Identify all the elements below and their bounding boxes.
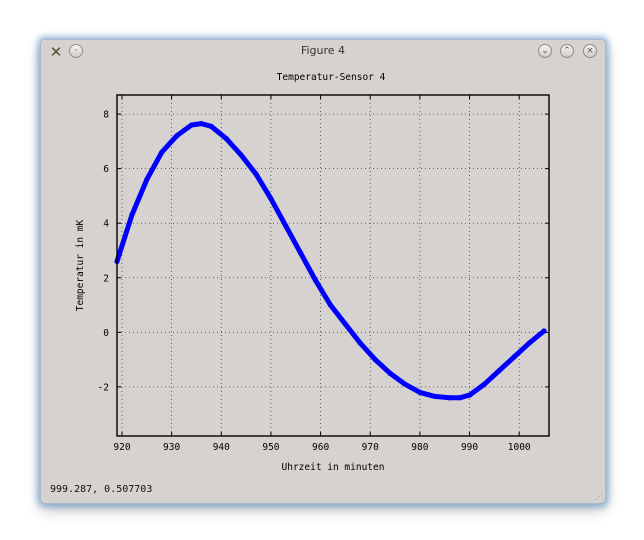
data-point — [174, 133, 180, 139]
x-tick-label: 980 — [411, 442, 428, 453]
x-tick-label: 940 — [213, 442, 230, 453]
data-point — [144, 177, 150, 183]
data-point — [129, 212, 135, 218]
data-point — [402, 381, 408, 387]
data-point — [357, 340, 363, 346]
ticks: 920 930 940 950 960 970 980 990 1000 -2 0 2 4 6 8 — [98, 95, 549, 453]
x-tick-label: 990 — [461, 442, 478, 453]
y-tick-label: 0 — [103, 328, 109, 339]
data-point — [432, 393, 438, 399]
data-point — [496, 367, 502, 374]
data-point — [198, 121, 204, 127]
x-window-icon[interactable]: ✕ — [49, 43, 63, 61]
data-point — [253, 171, 259, 177]
dot-icon: · — [74, 46, 78, 56]
y-tick-label: -2 — [98, 382, 109, 393]
data-point — [447, 395, 453, 401]
data-point — [188, 122, 195, 128]
plot-area[interactable]: Temperatur-Sensor 4 920 930 940 950 960 970 98… — [41, 64, 605, 484]
window-menu-button[interactable]: · — [69, 44, 83, 58]
close-button[interactable]: × — [583, 44, 597, 58]
data-point — [417, 389, 423, 395]
y-tick-label: 6 — [103, 164, 109, 175]
data-point — [327, 302, 334, 308]
x-axis-label: Uhrzeit in minuten — [282, 462, 385, 473]
minimize-icon: ⌄ — [541, 46, 549, 56]
maximize-icon: ⌃ — [563, 46, 571, 56]
axes-box — [116, 94, 550, 437]
data-point — [511, 354, 517, 360]
x-tick-label: 930 — [163, 442, 180, 453]
data-point — [298, 250, 304, 256]
data-point — [481, 381, 487, 387]
x-tick-label: 950 — [262, 442, 279, 453]
y-tick-label: 2 — [103, 273, 109, 284]
data-point — [283, 223, 289, 229]
coordinate-readout: 999.287, 0.507703 — [50, 484, 153, 495]
data-series — [114, 121, 547, 401]
data-point — [208, 123, 214, 129]
data-point — [387, 370, 393, 376]
y-axis-label: Temperatur in mK — [75, 219, 86, 311]
y-tick-label: 8 — [103, 110, 109, 121]
data-point — [526, 340, 532, 346]
data-point — [223, 136, 229, 142]
data-point — [467, 392, 473, 398]
data-point — [268, 196, 274, 202]
data-point — [313, 277, 319, 284]
x-tick-label: 960 — [312, 442, 329, 453]
chart-title: Temperatur-Sensor 4 — [277, 72, 386, 83]
grid — [117, 95, 549, 436]
minimize-button[interactable]: ⌄ — [538, 44, 552, 58]
y-tick-label: 4 — [103, 219, 109, 230]
data-point — [372, 357, 378, 363]
maximize-button[interactable]: ⌃ — [560, 44, 574, 58]
window-title: Figure 4 — [300, 44, 346, 57]
series-line — [114, 121, 547, 401]
title-bar[interactable]: ✕ · Figure 4 ⌄ ⌃ × — [41, 40, 605, 64]
resize-grip-icon[interactable]: ⋰ — [595, 492, 603, 501]
x-tick-label: 970 — [362, 442, 379, 453]
data-point — [238, 152, 244, 158]
data-point — [457, 395, 463, 401]
x-tick-label: 1000 — [508, 442, 531, 453]
chart[interactable]: Temperatur-Sensor 4 920 930 940 950 960 970 98… — [41, 64, 605, 484]
data-point — [342, 321, 348, 327]
close-icon: × — [586, 46, 594, 56]
figure-window: ✕ · Figure 4 ⌄ ⌃ × Temperatur-Sensor 4 9… — [40, 39, 606, 504]
x-tick-label: 920 — [113, 442, 130, 453]
data-point — [159, 149, 165, 155]
